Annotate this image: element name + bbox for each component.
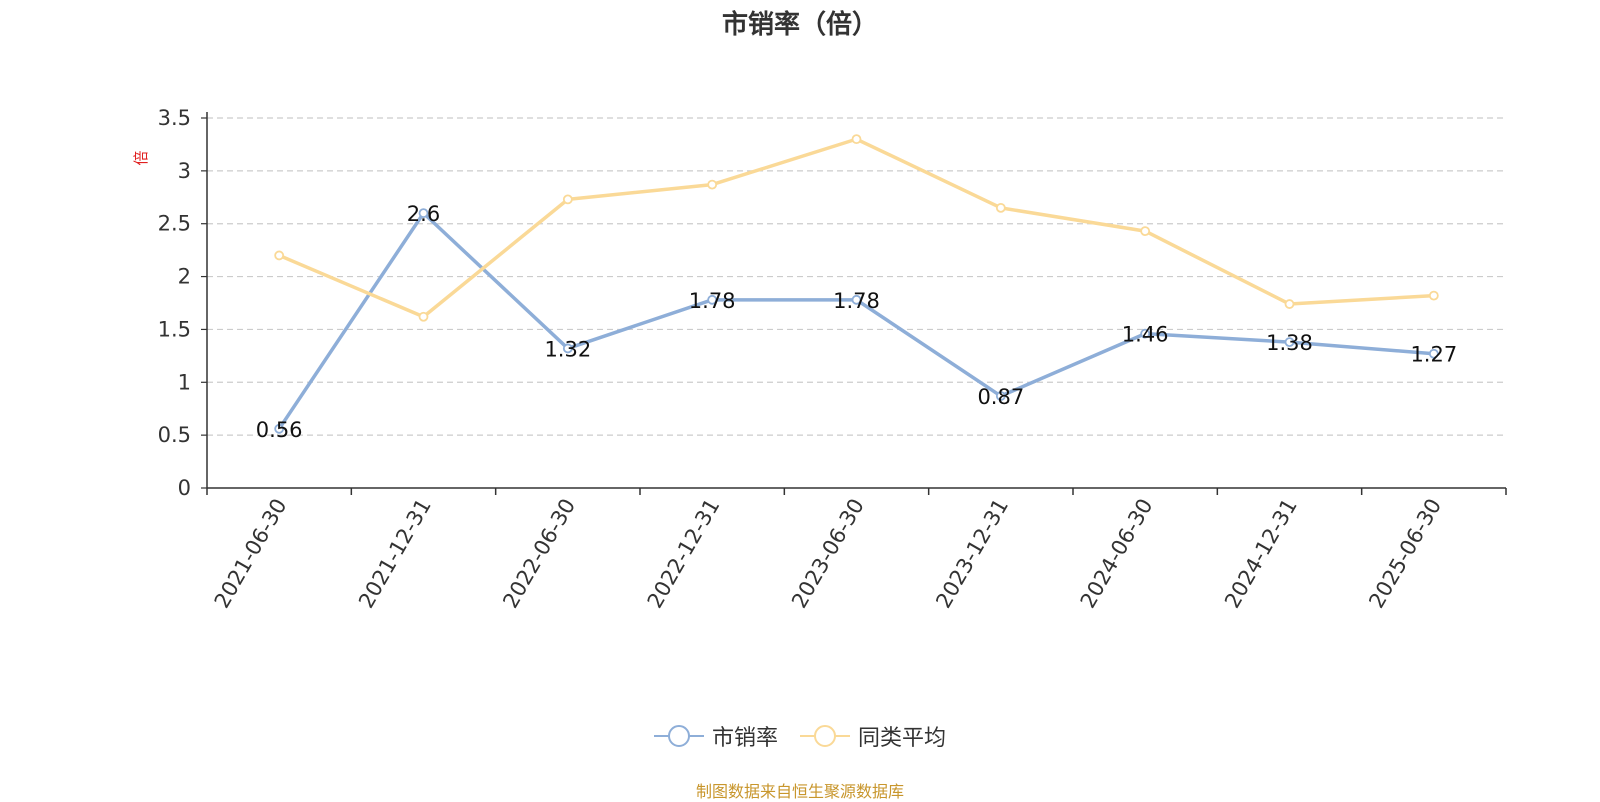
y-tick-label: 2.5 [158,212,191,236]
data-point [851,134,862,145]
data-point [1284,337,1295,348]
x-tick-label: 2021-06-30 [210,495,292,613]
chart-title: 市销率（倍） [721,10,878,40]
source-note: 制图数据来自恒生聚源数据库 [695,782,904,801]
data-label: 1.46 [1122,323,1169,347]
data-point [562,343,573,354]
series-layer [274,134,1439,434]
y-axis-title: 倍 [132,150,150,165]
data-label: 1.38 [1266,331,1313,355]
data-point [274,423,285,434]
axis-layer: 0 0.5 1 1.5 2 2.5 3 3.5 倍 2021-06-30 2021-12-31 202… [132,106,1507,613]
y-tick-label: 1 [178,370,191,394]
y-tick-label: 0.5 [158,423,191,447]
x-tick-label: 2022-12-31 [643,495,725,613]
data-point [995,391,1006,401]
data-point [1140,226,1151,237]
legend-item-series-0[interactable]: 市销率 [653,720,778,752]
legend-swatch-icon [653,725,704,747]
data-label: 1.27 [1410,343,1457,367]
legend-label: 市销率 [711,726,778,751]
legend-label: 同类平均 [858,726,947,751]
x-tick-label: 2022-06-30 [498,495,580,613]
data-label: 0.56 [256,418,303,442]
data-point [707,179,718,190]
data-point [707,294,718,305]
x-tick-label: 2023-12-31 [931,495,1013,613]
x-tick-label: 2023-06-30 [787,495,869,613]
legend-swatch-icon [800,725,850,747]
data-label: 0.87 [977,385,1024,409]
data-label: 1.32 [544,337,591,361]
series-line-0 [277,211,1434,430]
data-label: 1.78 [689,289,736,313]
data-point [1140,328,1151,339]
data-label: 2.6 [407,202,440,226]
x-tick-label: 2024-06-30 [1076,495,1158,613]
label-layer: 0.56 2.6 1.32 1.78 1.78 0.87 1.46 1.38 1.27 [256,202,1457,442]
data-point [418,311,429,322]
data-point [1428,290,1439,301]
data-point [274,250,285,261]
data-point [562,194,573,205]
data-label: 1.78 [833,289,880,313]
x-tick-label: 2021-12-31 [354,495,436,613]
grid-layer [207,117,1506,436]
y-tick-label: 2 [178,265,191,289]
x-tick-label: 2025-06-30 [1364,495,1446,613]
y-tick-label: 1.5 [158,317,191,341]
data-point [1428,348,1439,359]
legend-item-series-1[interactable]: 同类平均 [800,720,946,752]
legend: 市销率 同类平均 [0,720,1600,752]
y-tick-label: 3.5 [158,106,191,130]
y-tick-label: 3 [178,159,191,183]
data-point [995,202,1006,213]
data-point [851,294,862,305]
y-tick-label: 0 [178,476,191,500]
x-tick-label: 2024-12-31 [1220,495,1302,613]
data-point [1284,299,1295,309]
data-point [418,208,429,219]
